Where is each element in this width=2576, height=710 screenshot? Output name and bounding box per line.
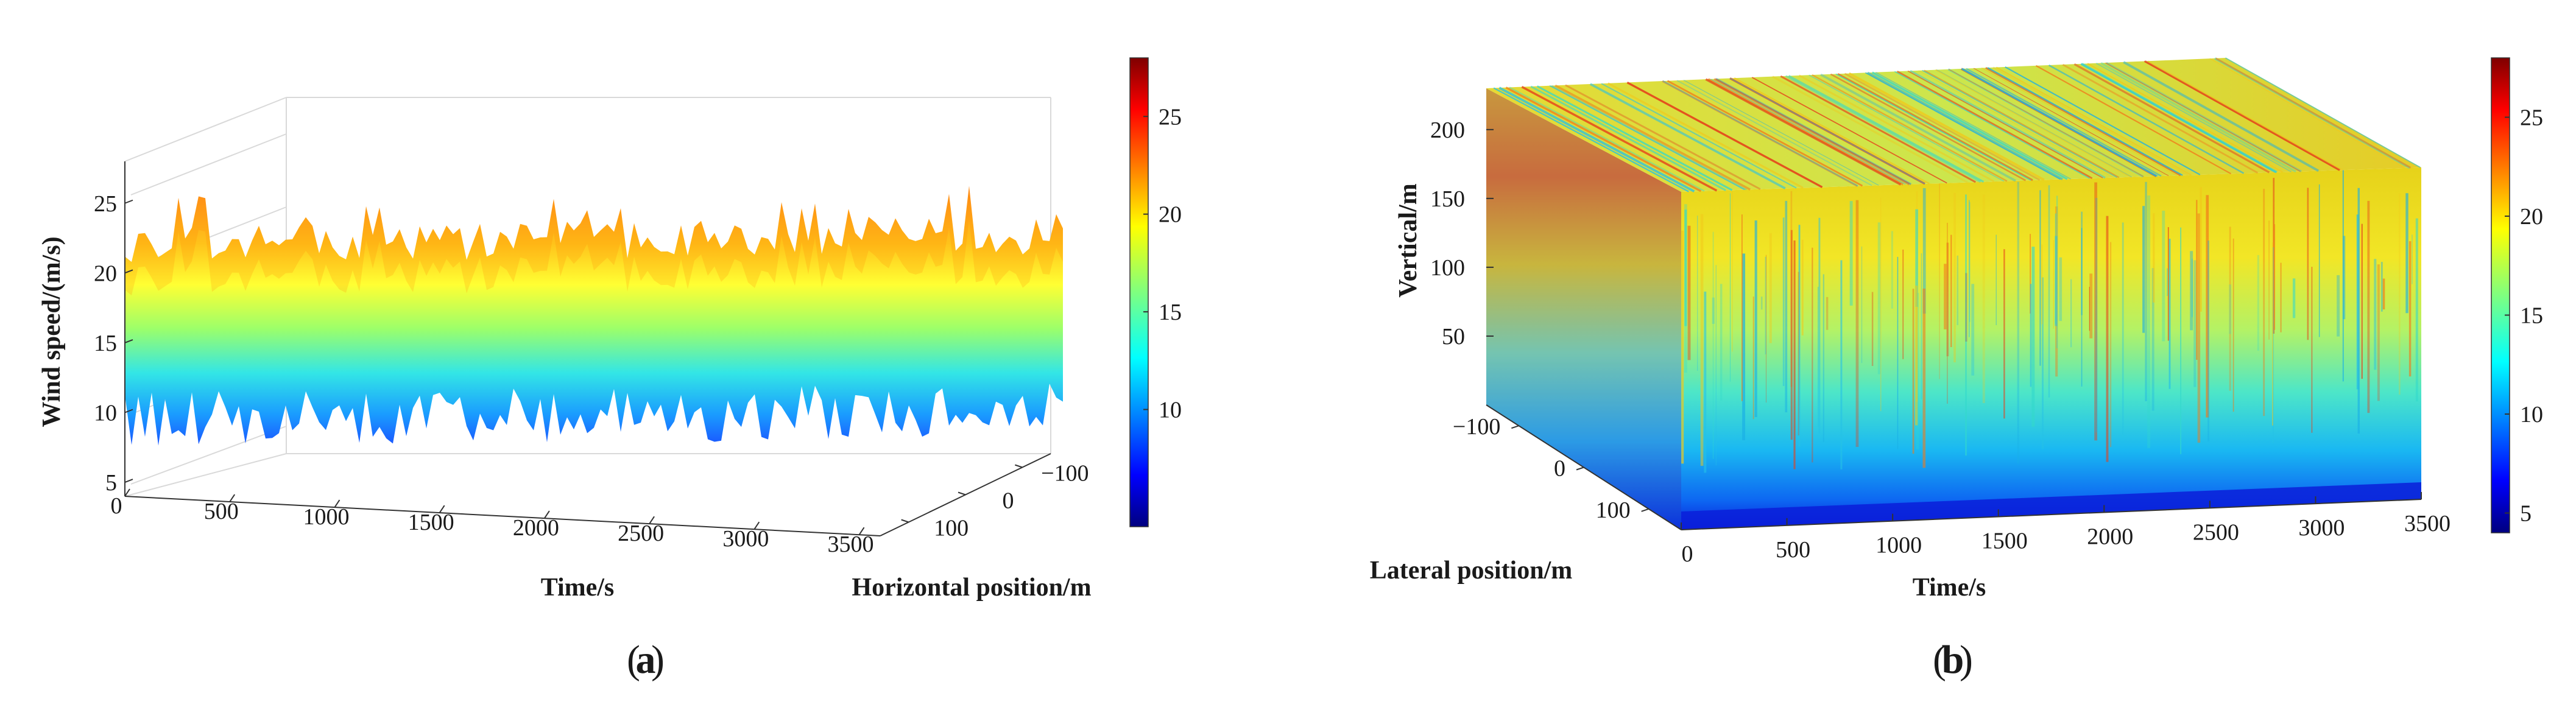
panel-a-z-tick: 10 [94,401,117,426]
panel-b-z-tick: 50 [1442,324,1465,350]
panel-b-y-tick: −100 [1453,414,1500,440]
panel-b-x-axis: 0 500 1000 1500 2000 2500 3000 3500 [1681,492,2451,567]
panel-b-z-tick: 150 [1430,186,1465,212]
panel-a-colorbar-tick: 15 [1159,300,1182,325]
panel-b-zlabel: Vertical/m [1394,183,1422,297]
panel-a-x-tick: 1500 [408,510,454,535]
panel-b-colorbar: 5 10 15 20 25 [2491,57,2543,533]
panel-b-colorbar-tick: 5 [2520,501,2532,527]
panel-a-x-tick: 2500 [618,521,664,546]
panel-a-z-tick: 5 [105,470,117,496]
panel-a-x-tick: 1000 [303,504,349,530]
panel-b-z-tick: 100 [1430,255,1465,281]
panel-b-x-tick: 500 [1776,537,1810,563]
panel-a-xlabel: Time/s [541,574,615,602]
panel-b-x-tick: 2500 [2193,519,2239,545]
panel-b-colorbar-tick: 10 [2520,402,2543,427]
panel-a-x-tick: 0 [111,493,122,519]
panel-b-y-tick: 100 [1596,497,1631,523]
panel-b-top-face [1486,58,2421,192]
panel-a-colorbar-tick: 10 [1159,398,1182,423]
panel-a-colorbar-tick: 25 [1159,104,1182,130]
panel-b-y-tick: 0 [1554,456,1565,482]
panel-b-x-tick: 3500 [2404,511,2451,536]
panel-a-label-open: ( [627,638,640,682]
panel-a-y-axis: −100 0 100 [880,453,1089,541]
panel-b-x-tick: 1500 [1981,529,2028,554]
panel-a-z-axis: 5 10 15 20 25 [94,161,133,496]
panel-b-x-tick: 3000 [2298,515,2345,541]
panel-a-zlabel: Wind speed/(m/s) [38,236,66,427]
panel-a-label: a [636,638,656,682]
panel-b-colorbar-tick: 15 [2520,303,2543,329]
panel-a-z-tick: 15 [94,331,117,356]
panel-b-front-face [1681,167,2421,530]
panel-a-x-tick: 3000 [722,526,769,552]
panel-a-x-tick: 3500 [828,532,874,557]
panel-b-x-tick: 2000 [2087,524,2133,549]
panel-a-z-tick: 20 [94,261,117,286]
panel-b-side-face [1486,88,1681,530]
panel-a-label-close: ) [651,638,665,682]
panel-a-y-tick: 0 [1003,488,1014,514]
panel-a-x-tick: 500 [204,499,239,524]
panel-b-label-open: ( [1933,638,1946,682]
panel-b-x-tick: 1000 [1876,533,1922,558]
panel-b-label-close: ) [1960,638,1973,682]
panel-b-ylabel: Lateral position/m [1370,557,1573,585]
panel-b-xlabel: Time/s [1913,574,1986,602]
panel-b-x-tick: 0 [1682,541,1693,567]
panel-a-y-tick: −100 [1041,461,1089,487]
panel-a-colorbar-tick: 20 [1159,202,1182,228]
panel-a-colorbar: 10 15 20 25 [1129,57,1182,527]
panel-b-label: b [1942,638,1964,682]
panel-a-z-tick: 25 [94,191,117,217]
panel-b-y-axis: −100 0 100 [1453,404,1682,530]
panel-a-ylabel: Horizontal position/m [852,574,1091,602]
panel-a-surface [125,186,1063,446]
panel-a-y-tick: 100 [934,516,969,541]
panel-b-colorbar-tick: 20 [2520,204,2543,230]
panel-b-z-axis: 50 100 150 200 [1430,118,1494,350]
panel-b-colorbar-tick: 25 [2520,105,2543,131]
panel-a-x-axis: 0 500 1000 1500 2000 2500 3000 3500 [111,488,881,557]
panel-a-x-tick: 2000 [513,515,559,541]
panel-b-z-tick: 200 [1430,118,1465,143]
